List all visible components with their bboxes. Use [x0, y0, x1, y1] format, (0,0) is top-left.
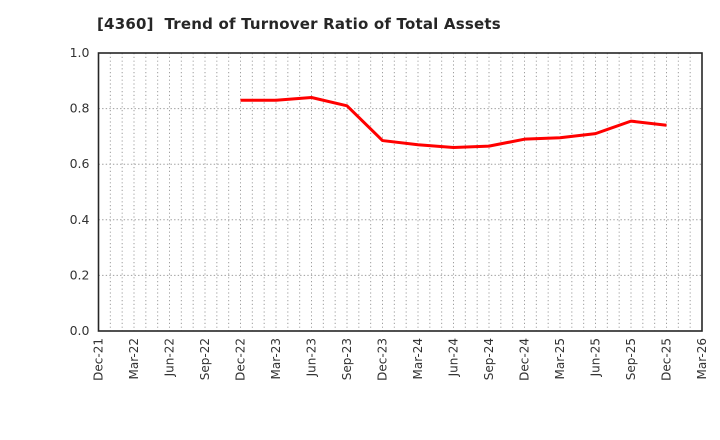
- y-tick-label: 0.6: [70, 156, 90, 171]
- x-tick-label: Sep-22: [198, 338, 212, 380]
- x-tick-label: Dec-23: [376, 338, 390, 381]
- x-tick-label: Mar-23: [269, 338, 283, 379]
- x-tick-label: Sep-23: [340, 338, 354, 380]
- x-tick-label: Jun-25: [589, 338, 603, 377]
- chart-title: [4360] Trend of Turnover Ratio of Total …: [97, 15, 501, 33]
- x-tick-label: Dec-21: [92, 338, 106, 381]
- x-tick-label: Dec-25: [660, 338, 674, 381]
- x-tick-label: Jun-23: [305, 338, 319, 377]
- y-tick-label: 1.0: [70, 45, 90, 60]
- plot-border: [97, 52, 703, 332]
- y-tick-label: 0.2: [70, 267, 90, 282]
- x-tick-label: Jun-22: [163, 338, 177, 377]
- data-line-turnover-ratio: [240, 95, 667, 150]
- y-tick-label: 0.4: [70, 212, 90, 227]
- x-tick-label: Mar-26: [695, 338, 709, 379]
- x-tick-label: Sep-24: [482, 338, 496, 380]
- y-tick-label: 0.8: [70, 101, 90, 116]
- x-tick-label: Dec-24: [518, 338, 532, 381]
- x-tick-label: Mar-22: [127, 338, 141, 379]
- x-tick-label: Mar-24: [411, 338, 425, 379]
- x-tick-label: Dec-22: [234, 338, 248, 381]
- y-tick-label: 0.0: [70, 323, 90, 338]
- x-tick-label: Mar-25: [553, 338, 567, 379]
- x-tick-label: Jun-24: [447, 338, 461, 377]
- x-tick-label: Sep-25: [624, 338, 638, 380]
